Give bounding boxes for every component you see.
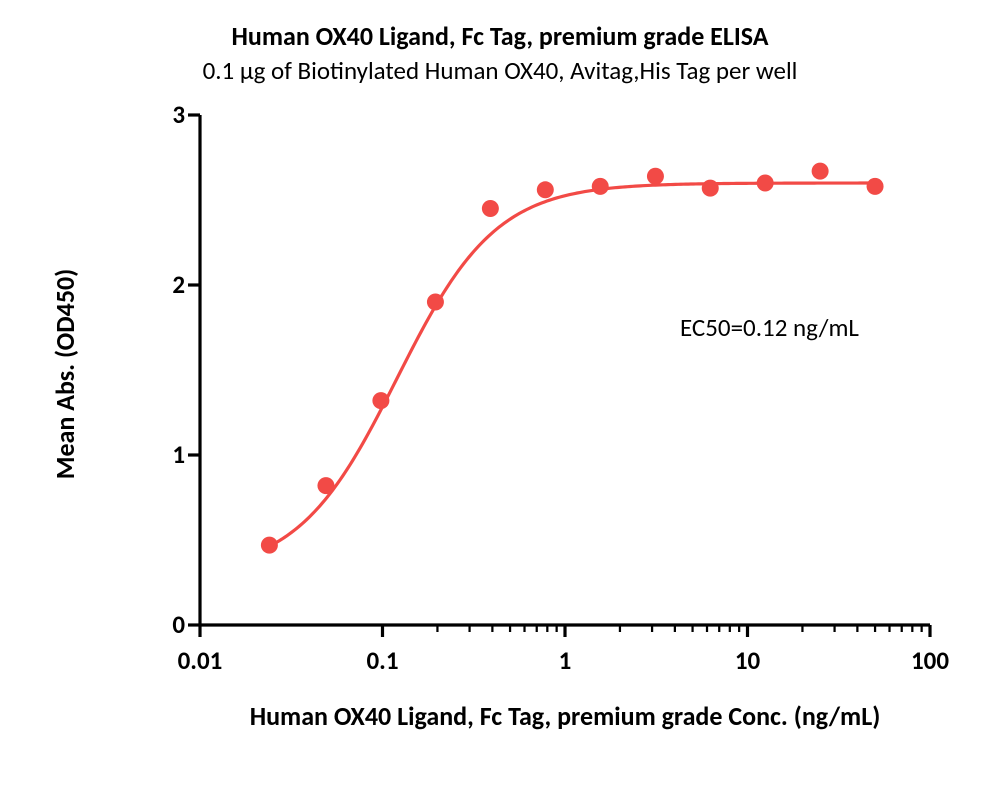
x-tick-label: 100 [890,645,970,676]
y-tick-label: 2 [155,269,185,300]
x-tick-label: 10 [708,645,788,676]
elisa-chart: Human OX40 Ligand, Fc Tag, premium grade… [0,0,1000,791]
x-tick-label: 0.01 [160,645,240,676]
x-tick-label: 1 [525,645,605,676]
y-tick-label: 3 [155,99,185,130]
y-tick-label: 0 [155,609,185,640]
y-tick-label: 1 [155,439,185,470]
plot-area [0,0,1000,791]
x-tick-label: 0.1 [343,645,423,676]
